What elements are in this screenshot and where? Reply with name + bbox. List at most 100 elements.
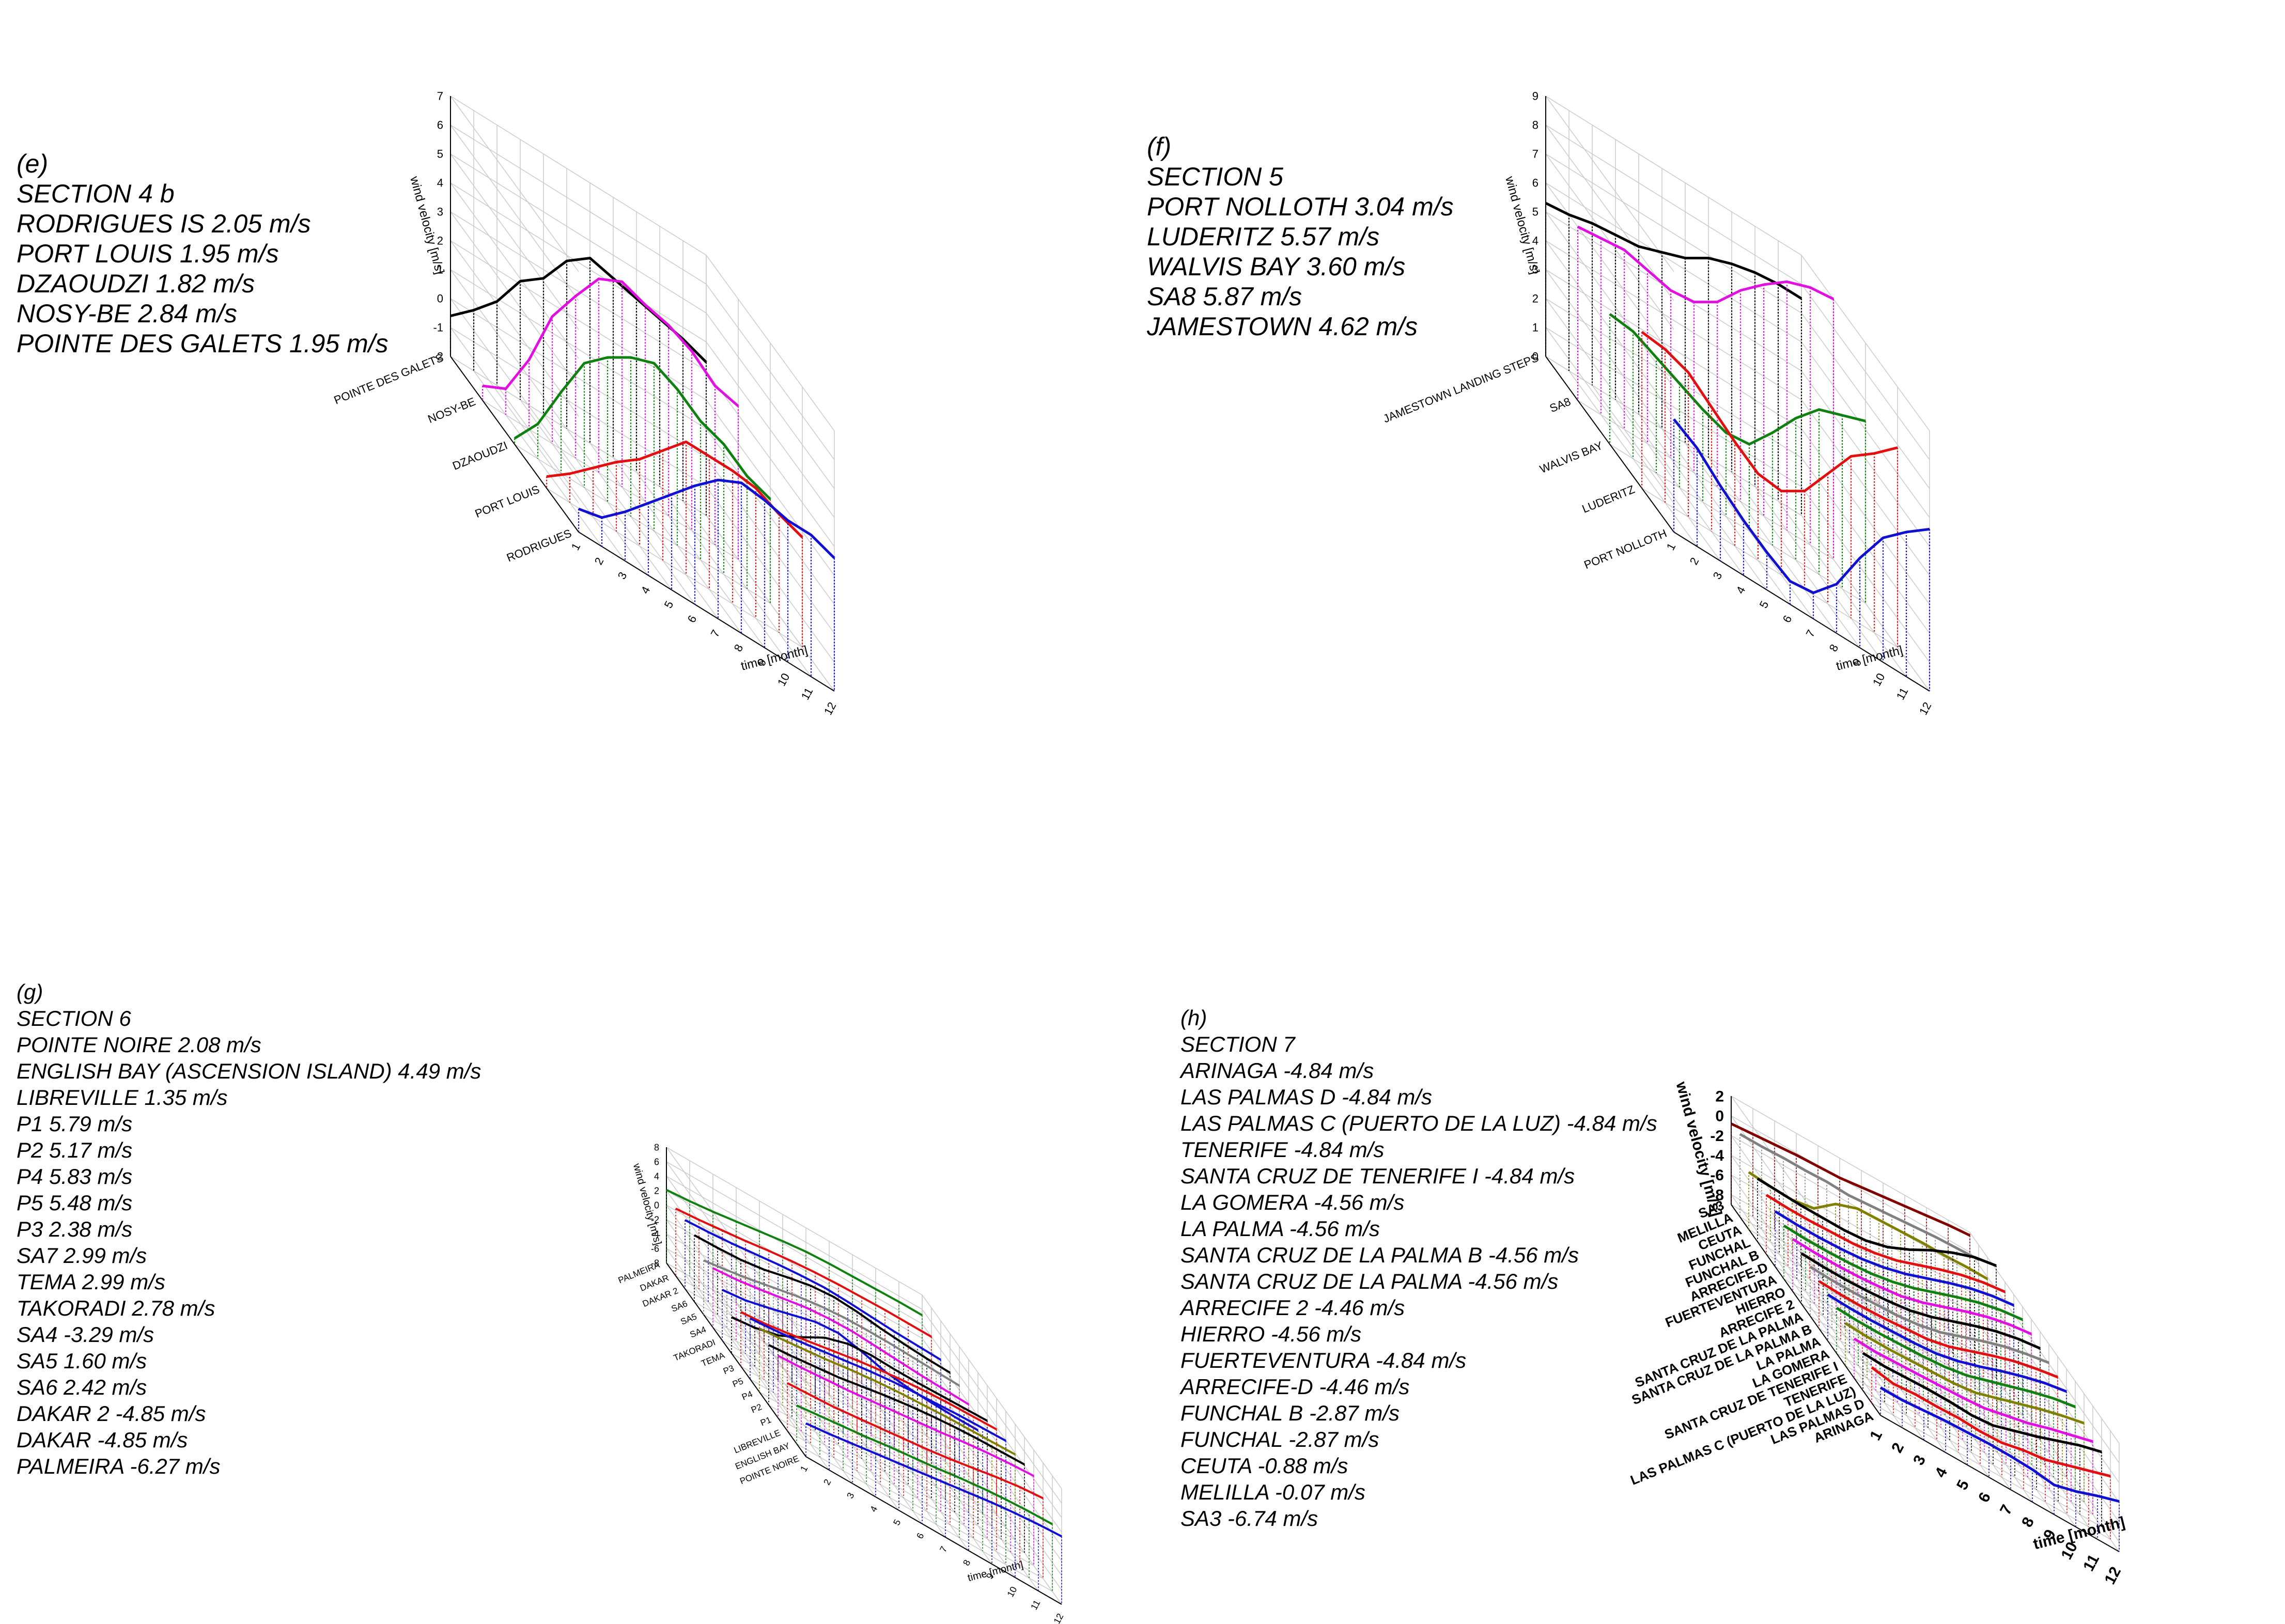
side-wall-gridline bbox=[922, 1294, 1062, 1489]
left-wall-gridline bbox=[450, 327, 579, 504]
series-line bbox=[675, 1208, 932, 1338]
series-line bbox=[740, 1311, 997, 1430]
back-wall-gridline bbox=[1545, 182, 1802, 342]
floor-gridline bbox=[1818, 1328, 2058, 1465]
left-wall-gridline bbox=[666, 1248, 806, 1443]
floor-gridline bbox=[768, 1404, 1025, 1553]
z-tick-label: -2 bbox=[433, 350, 443, 363]
x-tick-label: 12 bbox=[821, 700, 839, 717]
x-tick-label: 7 bbox=[1804, 628, 1818, 639]
x-tick-label: 7 bbox=[938, 1544, 949, 1554]
z-tick-label: 5 bbox=[437, 148, 443, 161]
x-tick-label: 11 bbox=[1029, 1598, 1042, 1612]
floor-gridline bbox=[778, 1417, 1034, 1566]
legend-entry: RODRIGUES IS 2.05 m/s bbox=[17, 209, 311, 238]
series-line bbox=[1673, 418, 1930, 595]
legend-entry: NOSY-BE 2.84 m/s bbox=[17, 299, 237, 328]
side-wall-gridline bbox=[922, 1352, 1062, 1547]
station-axis-line bbox=[666, 1262, 806, 1457]
back-wall-gridline bbox=[1545, 124, 1802, 285]
series-la-gomera bbox=[1836, 1307, 2076, 1490]
x-tick-label: 5 bbox=[891, 1518, 903, 1527]
series-line bbox=[1827, 1293, 2067, 1393]
x-tick-label: 4 bbox=[1734, 584, 1748, 596]
station-tick-label: SA4 bbox=[689, 1324, 708, 1340]
z-tick-label: 2 bbox=[1715, 1088, 1724, 1105]
series-line bbox=[1792, 1238, 2032, 1335]
series-line bbox=[1871, 1366, 2111, 1478]
series-line bbox=[546, 440, 803, 538]
legend-entry: TAKORADI 2.78 m/s bbox=[17, 1296, 215, 1320]
series-line bbox=[805, 1422, 1062, 1538]
z-tick-label: 0 bbox=[437, 292, 443, 305]
floor-gridline bbox=[1757, 1241, 1997, 1379]
x-axis-label: time [month] bbox=[967, 1559, 1024, 1584]
series-line bbox=[703, 1259, 960, 1387]
series-line bbox=[1809, 1266, 2049, 1364]
station-tick-label: WALVIS BAY bbox=[1538, 439, 1605, 476]
legend-entry: TEMA 2.99 m/s bbox=[17, 1270, 165, 1294]
legend-entry: DZAOUDZI 1.82 m/s bbox=[17, 269, 255, 298]
series-line bbox=[1730, 1122, 1971, 1237]
series-port-nolloth bbox=[1673, 418, 1931, 691]
legend-entry: MELILLA -0.07 m/s bbox=[1180, 1480, 1365, 1504]
back-wall-gridline bbox=[1545, 327, 1802, 487]
x-tick-label: 2 bbox=[592, 555, 607, 567]
left-wall-gridline bbox=[1731, 1194, 1881, 1406]
series-line bbox=[694, 1234, 951, 1374]
x-tick-label: 12 bbox=[2101, 1564, 2124, 1587]
left-wall-gridline bbox=[1545, 327, 1674, 504]
station-axis-line bbox=[450, 356, 579, 533]
floor-gridline bbox=[546, 488, 803, 648]
legend-entry: DAKAR -4.85 m/s bbox=[17, 1428, 188, 1452]
panel-label: (g) bbox=[17, 980, 43, 1004]
series-walvis-bay bbox=[1609, 313, 1867, 603]
side-wall-gridline bbox=[922, 1323, 1062, 1518]
side-wall-gridline bbox=[1969, 1252, 2120, 1463]
legend-entry: LAS PALMAS C (PUERTO DE LA LUZ) -4.84 m/… bbox=[1180, 1111, 1657, 1135]
section-title: SECTION 5 bbox=[1147, 162, 1283, 191]
legend-entry: ENGLISH BAY (ASCENSION ISLAND) 4.49 m/s bbox=[17, 1059, 481, 1083]
series-port-louis bbox=[546, 440, 803, 647]
z-tick-label: 1 bbox=[1532, 321, 1538, 334]
legend-entry: PORT NOLLOTH 3.04 m/s bbox=[1147, 192, 1454, 221]
z-tick-label: -6 bbox=[1710, 1167, 1724, 1184]
floor-gridline bbox=[685, 1288, 941, 1437]
legend-entry: P4 5.83 m/s bbox=[17, 1164, 133, 1189]
x-tick-label: 3 bbox=[1910, 1453, 1929, 1468]
legend-entry: SA5 1.60 m/s bbox=[17, 1349, 147, 1373]
z-tick-label: 4 bbox=[654, 1171, 659, 1181]
x-axis-line bbox=[1673, 532, 1930, 692]
z-tick-label: 6 bbox=[1532, 177, 1538, 190]
series-luderitz bbox=[1641, 331, 1899, 647]
legend-e: (e) SECTION 4 b RODRIGUES IS 2.05 m/s PO… bbox=[17, 149, 388, 358]
series-line bbox=[450, 257, 707, 363]
back-wall-gridline bbox=[450, 153, 707, 314]
station-tick-label: PORT NOLLOTH bbox=[1582, 526, 1669, 571]
x-tick-label: 4 bbox=[639, 584, 653, 596]
back-wall-gridline bbox=[1731, 1115, 1970, 1253]
x-tick-label: 3 bbox=[615, 570, 630, 582]
x-tick-label: 8 bbox=[732, 642, 746, 654]
back-wall-gridline bbox=[450, 211, 707, 371]
legend-entry: SA4 -3.29 m/s bbox=[17, 1322, 154, 1347]
left-wall-gridline bbox=[1731, 1115, 1881, 1327]
left-wall-gridline bbox=[450, 269, 579, 446]
x-tick-label: 11 bbox=[2080, 1552, 2103, 1574]
floor-gridline bbox=[1748, 1229, 1988, 1366]
z-tick-label: 7 bbox=[437, 90, 443, 103]
x-tick-label: 5 bbox=[1953, 1477, 1972, 1493]
back-wall-gridline bbox=[450, 298, 707, 458]
floor-gridline bbox=[1774, 1229, 1924, 1441]
x-tick-label: 1 bbox=[569, 541, 583, 553]
back-wall-gridline bbox=[666, 1147, 923, 1295]
back-wall-gridline bbox=[450, 96, 707, 256]
section-title: SECTION 6 bbox=[17, 1006, 131, 1030]
station-axis-line bbox=[1731, 1204, 1881, 1416]
x-tick-label: 6 bbox=[1975, 1490, 1994, 1505]
series-line bbox=[1844, 1322, 2085, 1425]
series-line bbox=[1862, 1352, 2102, 1454]
series-sa3 bbox=[1730, 1122, 1971, 1341]
legend-g: (g) SECTION 6 POINTE NOIRE 2.08 m/s ENGL… bbox=[17, 979, 481, 1479]
